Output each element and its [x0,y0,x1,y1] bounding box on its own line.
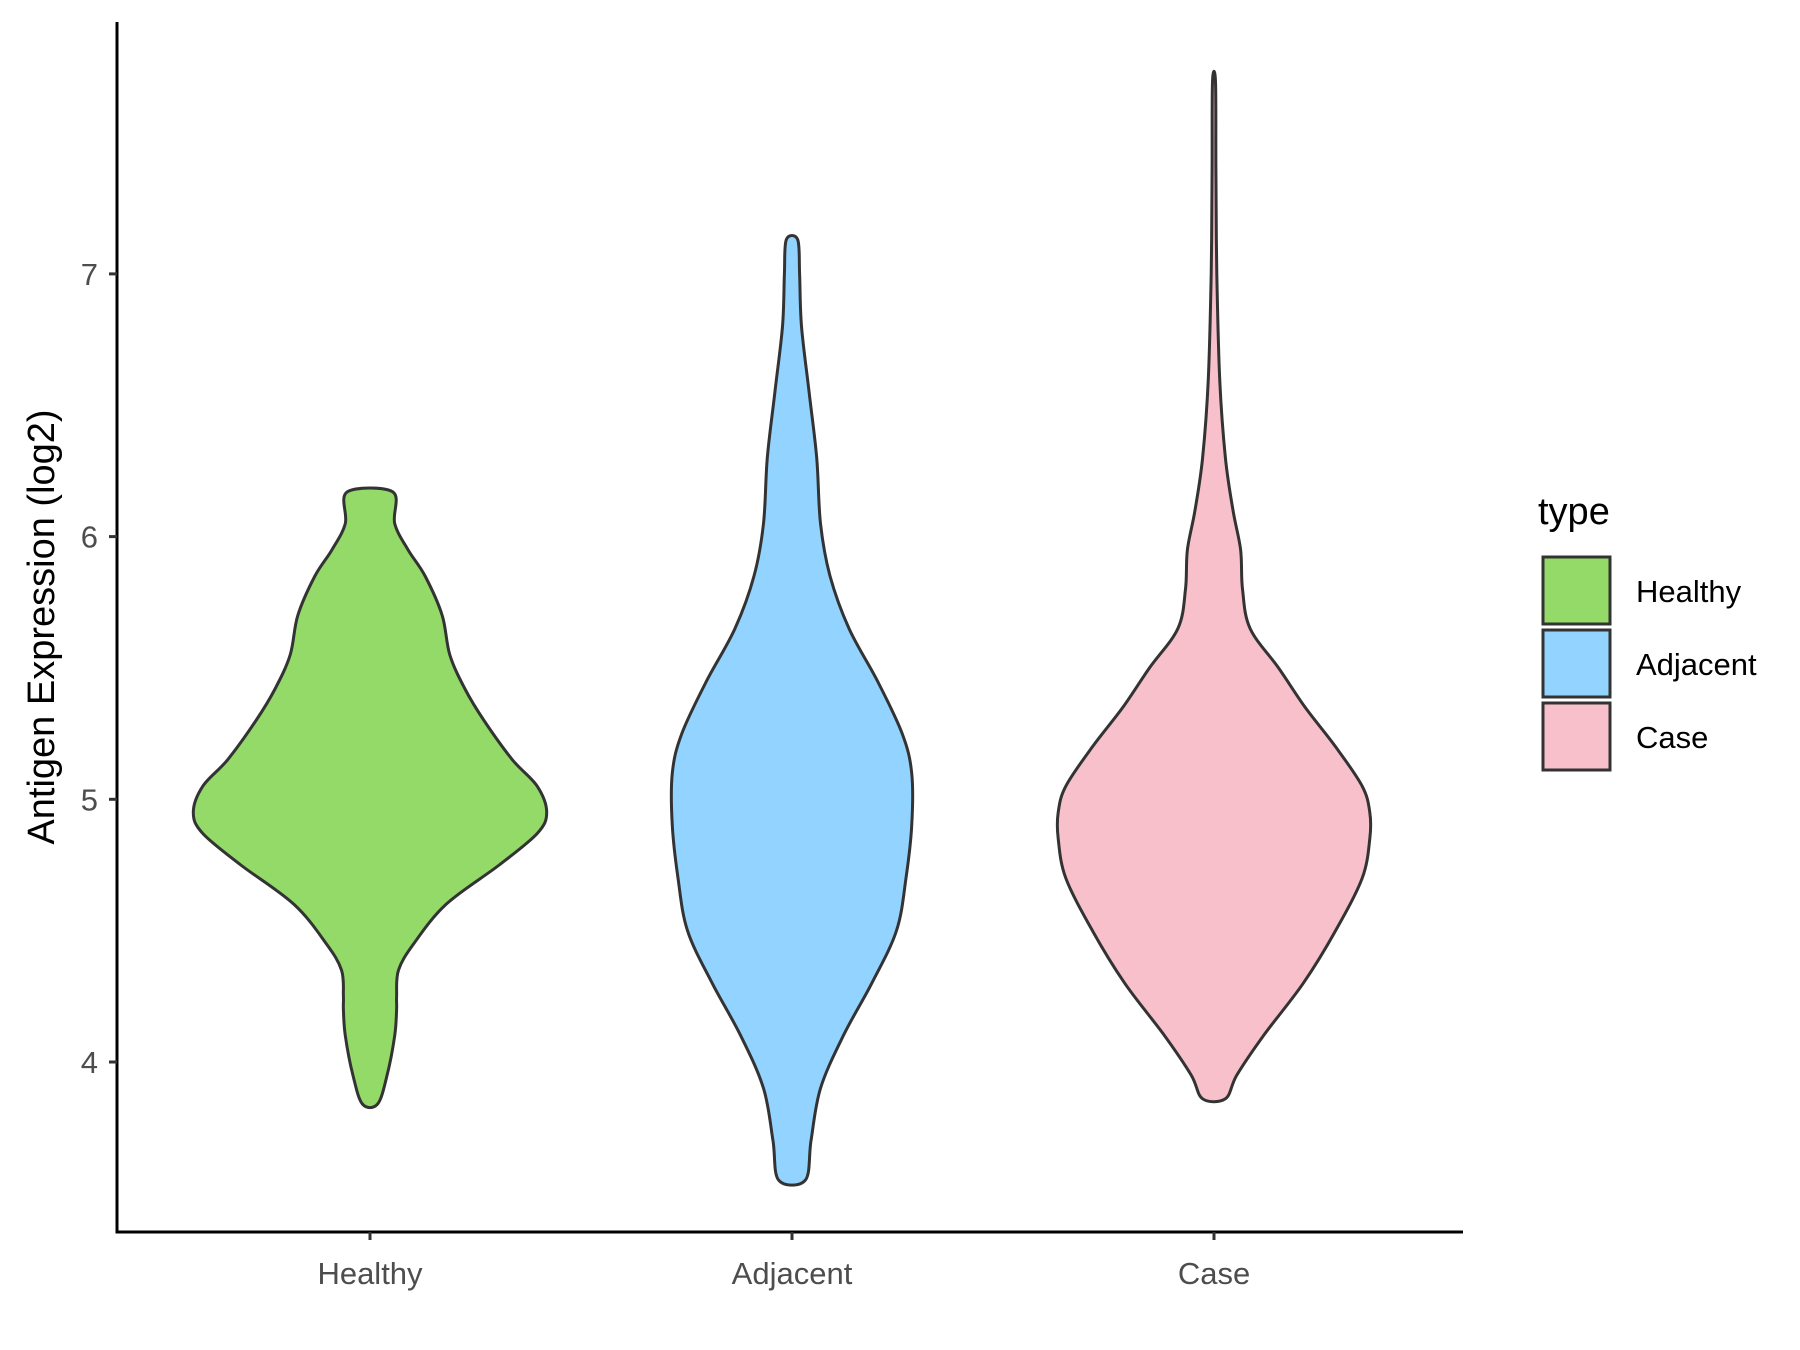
violin-healthy [191,486,549,1110]
y-tick-label: 5 [81,782,98,817]
legend: type Healthy Adjacent Case [1538,491,1757,772]
y-tick-label: 4 [81,1045,98,1080]
legend-label: Healthy [1636,574,1742,609]
legend-key-adjacent [1541,628,1612,699]
legend-key-case [1541,701,1612,772]
x-tick-label: Adjacent [732,1256,853,1291]
y-ticks: 4 5 6 7 [81,257,117,1080]
x-tick-label: Healthy [317,1256,423,1291]
violins [191,69,1373,1187]
violin-case [1055,69,1373,1104]
legend-key-healthy [1541,555,1612,626]
x-tick-label: Case [1178,1256,1250,1291]
violin-adjacent [669,234,915,1187]
x-ticks: Healthy Adjacent Case [317,1232,1250,1291]
y-tick-label: 6 [81,520,98,555]
legend-title: type [1538,491,1610,533]
legend-label: Case [1636,720,1708,755]
legend-label: Adjacent [1636,647,1757,682]
y-axis-title: Antigen Expression (log2) [21,409,63,844]
y-tick-label: 7 [81,257,98,292]
